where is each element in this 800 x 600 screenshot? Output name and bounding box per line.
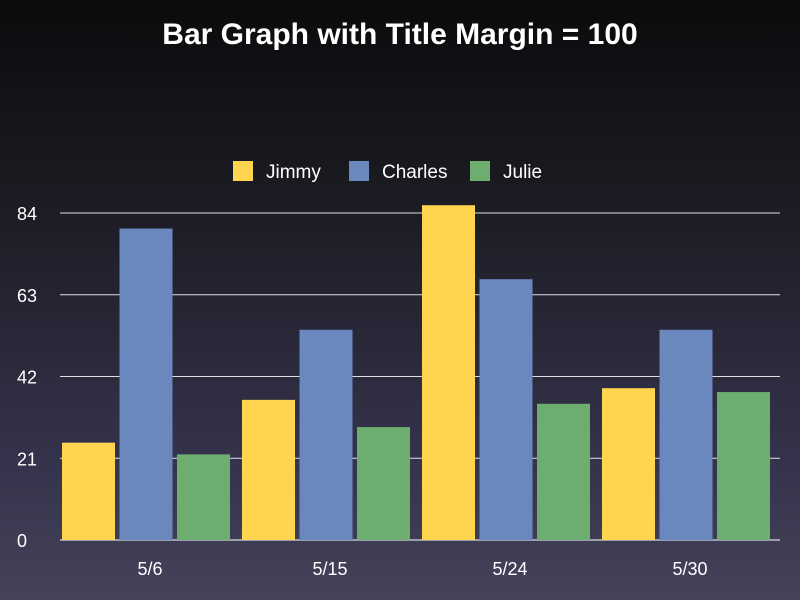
- y-tick-label: 84: [17, 204, 37, 224]
- y-tick-label: 21: [17, 449, 37, 469]
- bar-julie: [537, 403, 590, 540]
- x-tick-label: 5/15: [312, 559, 347, 579]
- bar-charles: [659, 329, 713, 540]
- x-tick-label: 5/24: [492, 559, 527, 579]
- bar-julie: [717, 392, 770, 540]
- legend: Jimmy Charles Julie: [233, 161, 542, 183]
- bar-jimmy: [422, 205, 475, 540]
- bars-layer: [62, 205, 770, 541]
- bar-julie: [357, 427, 410, 540]
- legend-swatch-julie: [470, 161, 490, 181]
- legend-swatch-jimmy: [233, 161, 253, 181]
- legend-label-julie: Julie: [503, 162, 542, 183]
- x-tick-label: 5/30: [672, 559, 707, 579]
- bar-jimmy: [242, 399, 295, 540]
- bar-charles: [479, 279, 533, 540]
- y-tick-label: 0: [17, 531, 27, 551]
- legend-label-jimmy: Jimmy: [266, 162, 321, 183]
- bar-jimmy: [602, 388, 655, 540]
- y-tick-label: 42: [17, 368, 37, 388]
- x-tick-label: 5/6: [137, 559, 162, 579]
- bar-jimmy: [62, 442, 115, 540]
- bar-julie: [177, 454, 230, 540]
- bar-charles: [119, 228, 173, 541]
- legend-label-charles: Charles: [382, 162, 447, 183]
- legend-swatch-charles: [349, 161, 369, 181]
- bar-charles: [299, 329, 353, 540]
- y-tick-label: 63: [17, 286, 37, 306]
- axis-layer: 0 21 42 63 84 5/6 5/15 5/24 5/30: [17, 204, 708, 579]
- chart-title: Bar Graph with Title Margin = 100: [162, 18, 638, 51]
